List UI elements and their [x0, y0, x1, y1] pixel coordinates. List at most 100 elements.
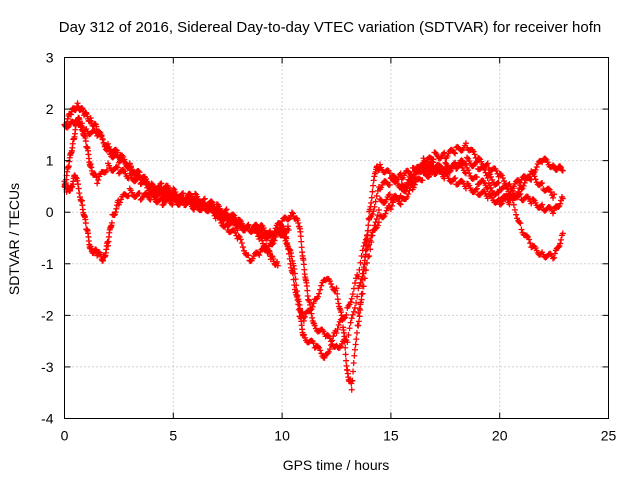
data-point — [368, 239, 375, 246]
data-point — [329, 337, 336, 344]
data-point — [452, 160, 459, 167]
data-point — [96, 173, 103, 180]
data-point — [452, 174, 459, 181]
plot-frame — [64, 57, 609, 419]
data-point — [125, 175, 132, 182]
data-point — [359, 283, 366, 290]
data-point — [288, 264, 295, 271]
data-point — [317, 286, 324, 293]
tick-layer: 0 5 10 15 20 25 -4 -3 -2 -1 0 1 2 3 — [41, 50, 616, 444]
data-point — [300, 331, 307, 338]
data-point — [169, 201, 176, 208]
data-point — [446, 168, 453, 175]
data-point — [99, 136, 106, 143]
data-point — [550, 255, 557, 262]
data-point — [374, 212, 381, 219]
data-point — [245, 252, 252, 259]
series-arc-5 — [274, 140, 566, 361]
data-point — [121, 156, 128, 163]
data-point — [517, 182, 524, 189]
data-point — [462, 161, 469, 168]
data-point — [371, 222, 378, 229]
data-point — [551, 254, 558, 261]
data-point — [281, 234, 288, 241]
data-point — [237, 236, 244, 243]
data-point — [87, 115, 94, 122]
data-point — [92, 171, 99, 178]
data-point — [409, 175, 416, 182]
data-point — [521, 179, 528, 186]
data-point — [289, 270, 296, 277]
data-point — [298, 238, 305, 245]
data-point — [528, 200, 535, 207]
data-point — [381, 199, 388, 206]
data-point — [352, 341, 359, 348]
data-point — [290, 276, 297, 283]
data-point — [404, 179, 411, 186]
data-point — [238, 239, 245, 246]
data-point — [82, 138, 89, 145]
data-point — [201, 201, 208, 208]
data-point — [393, 177, 400, 184]
data-point — [550, 162, 557, 169]
data-point — [309, 314, 316, 321]
data-point — [274, 224, 281, 231]
data-point — [516, 219, 523, 226]
data-point — [112, 209, 119, 216]
data-point — [287, 260, 294, 267]
data-point — [410, 184, 417, 191]
data-point — [397, 170, 404, 177]
data-point — [328, 280, 335, 287]
data-point — [136, 174, 143, 181]
data-point — [559, 195, 566, 202]
data-point — [523, 232, 530, 239]
data-point — [506, 201, 513, 208]
data-point — [334, 290, 341, 297]
data-point — [396, 200, 403, 207]
data-point — [357, 306, 364, 313]
data-point — [73, 174, 80, 181]
data-point — [365, 222, 372, 229]
data-point — [386, 181, 393, 188]
data-point — [484, 185, 491, 192]
data-point — [484, 160, 491, 167]
data-point — [533, 164, 540, 171]
data-point — [346, 325, 353, 332]
data-point — [487, 184, 494, 191]
data-point — [526, 236, 533, 243]
data-point — [465, 167, 472, 174]
data-point — [100, 257, 107, 264]
data-point — [451, 175, 458, 182]
data-point — [82, 220, 89, 227]
data-point — [404, 193, 411, 200]
x-tick-label: 25 — [601, 428, 617, 444]
data-point — [505, 181, 512, 188]
data-point — [360, 270, 367, 277]
data-point — [338, 309, 345, 316]
data-point — [282, 237, 289, 244]
data-point — [529, 170, 536, 177]
data-point — [495, 179, 502, 186]
data-point — [495, 189, 502, 196]
data-point — [532, 166, 539, 173]
data-point — [223, 206, 230, 213]
data-point — [158, 180, 165, 187]
data-point — [269, 241, 276, 248]
data-point — [326, 346, 333, 353]
data-point — [286, 255, 293, 262]
data-point — [366, 206, 373, 213]
data-point — [511, 206, 518, 213]
data-point — [307, 307, 314, 314]
data-point — [441, 170, 448, 177]
data-point — [168, 200, 175, 207]
data-point — [370, 226, 377, 233]
data-point — [375, 207, 382, 214]
data-point — [271, 237, 278, 244]
data-point — [92, 246, 99, 253]
data-point — [291, 286, 298, 293]
data-point — [289, 269, 296, 276]
data-point — [222, 207, 229, 214]
data-point — [364, 227, 371, 234]
data-point — [341, 315, 348, 322]
data-point — [342, 351, 349, 358]
